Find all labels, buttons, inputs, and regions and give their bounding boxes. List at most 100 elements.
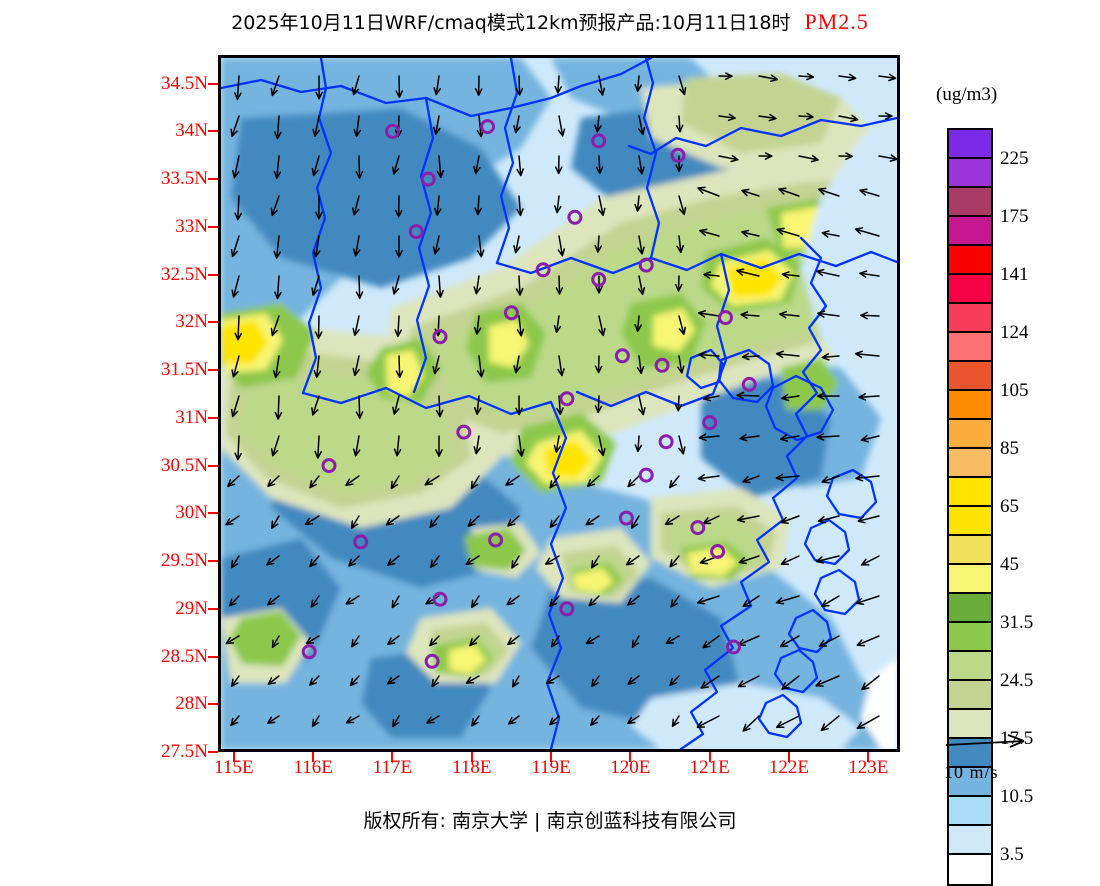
wind-vector [820,715,840,732]
monitoring-station-marker[interactable] [424,653,440,669]
wind-vector [393,435,402,457]
monitoring-station-marker[interactable] [614,348,630,364]
wind-vector [634,195,642,212]
monitoring-station-marker[interactable] [726,639,741,655]
lat-tick-mark [208,607,218,610]
colorbar-band [949,246,991,275]
wind-vector [390,475,400,490]
wind-vector [775,473,800,482]
monitoring-station-marker[interactable] [638,257,654,273]
wind-vector [678,435,686,455]
monitoring-station-marker[interactable] [480,119,496,135]
monitoring-station-marker[interactable] [591,271,607,287]
monitoring-station-marker[interactable] [702,415,718,431]
colorbar-band [949,217,991,246]
wind-vector [549,595,560,607]
monitoring-station-marker[interactable] [432,329,448,345]
monitoring-station-marker[interactable] [618,510,634,526]
monitoring-station-marker[interactable] [567,209,583,225]
wind-vector [736,515,760,523]
wind-vector [598,435,606,457]
monitoring-station-marker[interactable] [591,133,607,149]
wind-vector [742,475,760,484]
lat-tick-label: 33N [175,215,208,237]
wind-vector [431,675,440,688]
monitoring-station-marker[interactable] [503,305,519,321]
wind-vector [274,395,283,420]
wind-vector [860,555,880,566]
monitoring-station-marker[interactable] [432,591,448,607]
wind-vector [758,113,777,122]
wind-vector [309,555,320,568]
colorbar-band [949,681,991,710]
monitoring-station-marker[interactable] [559,391,575,407]
wind-vector [304,515,320,526]
monitoring-station-marker[interactable] [456,424,472,440]
wind-vector [352,195,360,216]
wind-vector [675,155,683,173]
wind-vector [314,315,323,340]
lat-tick-label: 29N [175,597,208,619]
wind-vector [815,555,840,564]
monitoring-station-marker[interactable] [654,357,670,373]
wind-vector [267,475,280,488]
wind-vector [272,355,281,379]
wind-vector [739,433,760,442]
monitoring-station-marker[interactable] [710,544,726,559]
monitoring-station-marker[interactable] [488,532,504,548]
monitoring-station-marker[interactable] [658,434,674,450]
wind-vector [473,275,482,295]
lat-tick-mark [208,369,218,372]
wind-vector [781,675,800,690]
wind-vector [856,715,880,730]
lat-tick-mark [208,560,218,563]
wind-vector [598,315,606,337]
wind-vector [554,155,563,175]
wind-vector [554,75,563,94]
monitoring-station-marker[interactable] [638,467,654,483]
wind-vector [513,235,521,254]
wind-vector [698,351,720,359]
colorbar-tick-label: 10.5 [1000,786,1034,807]
colorbar-band [949,478,991,507]
lat-tick-label: 33.5N [161,168,208,190]
monitoring-station-marker[interactable] [353,534,369,550]
wind-vector [855,473,880,482]
wind-vector [311,275,320,296]
monitoring-station-marker[interactable] [301,644,317,660]
monitoring-station-marker[interactable] [690,520,706,536]
wind-vector [854,350,880,359]
wind-vector [391,155,400,175]
wind-vector [469,635,480,647]
wind-vector [861,675,880,691]
wind-vector [312,115,320,137]
colorbar-tick-label: 85 [1000,438,1019,459]
wind-vector [664,515,680,526]
monitoring-station-marker[interactable] [718,310,733,326]
colorbar-tick-label: 65 [1000,496,1019,517]
wind-vector [350,515,360,529]
monitoring-station-marker[interactable] [741,376,757,392]
wind-vector [267,675,280,685]
monitoring-station-marker[interactable] [670,147,686,163]
wind-vector [352,235,361,257]
monitoring-station-marker[interactable] [385,123,400,139]
map-plot-area[interactable] [218,55,900,752]
wind-vector [266,715,280,725]
monitoring-station-marker[interactable] [420,171,436,187]
lon-tick-mark [470,752,473,762]
lon-tick-label: 119E [531,757,571,778]
colorbar-tick-label: 141 [1000,264,1029,285]
monitoring-station-marker[interactable] [535,262,551,278]
colorbar-band [949,768,991,797]
colorbar-band [949,710,991,739]
monitoring-station-marker[interactable] [321,458,337,474]
wind-vector [270,75,280,97]
lon-tick-mark [629,752,632,762]
wind-vector [476,235,485,258]
monitoring-station-marker[interactable] [408,224,424,240]
wind-vector [273,235,282,259]
wind-vector [702,394,720,402]
wind-vector [636,355,645,375]
monitoring-station-marker[interactable] [559,601,575,617]
